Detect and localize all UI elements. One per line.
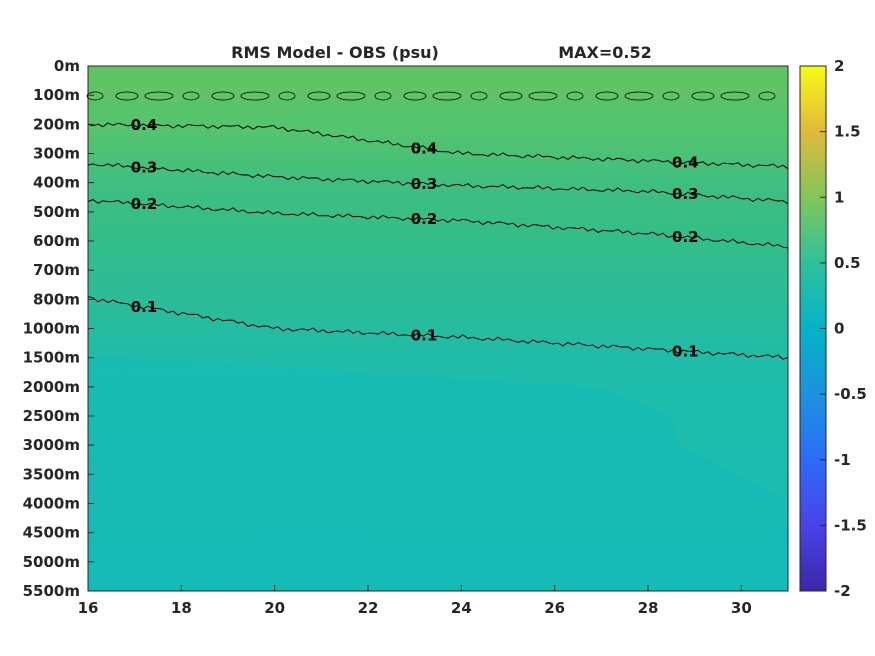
surface-contour-blob: [595, 91, 619, 101]
colorbar-tick-label: -0.5: [834, 385, 867, 403]
y-tick-label: 200m: [33, 115, 80, 133]
colorbar-tick-label: -2: [834, 582, 851, 600]
x-tick-label: 20: [264, 599, 285, 617]
colorbar-ticks: 2 1.5 1 0.5 0 -0.5 -1 -1.5 -2: [820, 57, 867, 600]
contour-label: 0.2: [411, 210, 438, 228]
surface-contour-blob: [758, 91, 776, 101]
surface-contour-blob: [182, 91, 200, 101]
y-tick-label: 700m: [33, 261, 80, 279]
contour-lines: [86, 91, 789, 360]
x-tick-label: 18: [171, 599, 192, 617]
x-tick-label: 26: [544, 599, 565, 617]
y-tick-label: 800m: [33, 290, 80, 308]
surface-contour-blob: [115, 91, 139, 101]
surface-contour-blob: [307, 91, 331, 101]
x-tick-label: 22: [358, 599, 379, 617]
colorbar-tick-label: -1.5: [834, 516, 867, 534]
contour-label: 0.1: [411, 327, 438, 345]
contour-line: [87, 122, 789, 170]
plot-area: 0.4 0.4 0.4 0.3 0.3 0.3 0.2 0.2 0.2 0.1 0.1 0.1: [86, 65, 789, 592]
surface-contour-blob: [624, 91, 654, 101]
surface-contour-blob: [566, 91, 584, 101]
y-tick-label: 3500m: [23, 465, 80, 483]
y-axis-ticks: 0m 100m 200m 300m 400m 500m 600m 700m 800m 1000m 1…: [23, 57, 94, 600]
surface-contour-blob: [211, 91, 235, 101]
colorbar-tick-label: 0.5: [834, 254, 861, 272]
y-tick-label: 4000m: [23, 495, 80, 513]
contour-label: 0.4: [131, 116, 158, 134]
y-tick-label: 5500m: [23, 582, 80, 600]
contour-line: [87, 162, 789, 205]
surface-band-shade: [88, 66, 788, 102]
y-tick-label: 400m: [33, 174, 80, 192]
surface-contour-blob: [336, 91, 366, 101]
surface-contour-blob: [144, 91, 174, 101]
colorbar-tick-label: -1: [834, 451, 851, 469]
y-tick-label: 600m: [33, 232, 80, 250]
surface-contour-blob: [432, 91, 462, 101]
x-axis-ticks: 16 18 20 22 24 26 28 30: [78, 585, 752, 617]
y-tick-label: 2000m: [23, 378, 80, 396]
surface-contour-blob: [240, 91, 270, 101]
y-tick-label: 5000m: [23, 553, 80, 571]
contour-label: 0.4: [411, 139, 438, 157]
colorbar-tick-label: 0: [834, 320, 844, 338]
surface-contour-blob: [720, 91, 750, 101]
deep-region-shade: [88, 355, 788, 591]
colorbar-tick-label: 2: [834, 57, 844, 75]
colorbar-tick-label: 1.5: [834, 123, 861, 141]
surface-contour-blob: [403, 91, 427, 101]
y-tick-label: 100m: [33, 86, 80, 104]
x-tick-label: 24: [451, 599, 472, 617]
y-tick-label: 1500m: [23, 349, 80, 367]
chart-title: RMS Model - OBS (psu): [231, 43, 439, 62]
contour-label: 0.4: [672, 153, 699, 171]
contour-labels: 0.4 0.4 0.4 0.3 0.3 0.3 0.2 0.2 0.2 0.1 0.1 0.1: [131, 116, 699, 360]
contour-label: 0.3: [131, 159, 158, 177]
surface-contour-blob: [86, 91, 104, 101]
y-tick-label: 1000m: [23, 320, 80, 338]
surface-contour-blob: [691, 91, 715, 101]
x-tick-label: 28: [638, 599, 659, 617]
surface-contour-blob: [278, 91, 296, 101]
colorbar-tick-label: 1: [834, 188, 844, 206]
y-tick-label: 500m: [33, 203, 80, 221]
x-tick-label: 30: [731, 599, 752, 617]
colorbar: 2 1.5 1 0.5 0 -0.5 -1 -1.5 -2: [799, 57, 867, 600]
surface-contour-blob: [470, 91, 488, 101]
contour-label: 0.3: [672, 185, 699, 203]
contour-label: 0.1: [672, 342, 699, 360]
y-tick-label: 0m: [54, 57, 80, 75]
y-tick-label: 2500m: [23, 407, 80, 425]
contour-line: [87, 199, 789, 249]
contour-line: [87, 296, 789, 360]
chart-max-label: MAX=0.52: [558, 43, 652, 62]
y-tick-label: 3000m: [23, 436, 80, 454]
contour-label: 0.3: [411, 175, 438, 193]
x-tick-label: 16: [78, 599, 99, 617]
surface-contour-blob: [499, 91, 523, 101]
y-tick-label: 4500m: [23, 524, 80, 542]
surface-contour-blob: [374, 91, 392, 101]
contour-label: 0.2: [672, 228, 699, 246]
y-tick-label: 300m: [33, 145, 80, 163]
surface-contour-blob: [528, 91, 558, 101]
contour-label: 0.1: [131, 298, 158, 316]
surface-contour-blob: [662, 91, 680, 101]
contour-label: 0.2: [131, 195, 158, 213]
